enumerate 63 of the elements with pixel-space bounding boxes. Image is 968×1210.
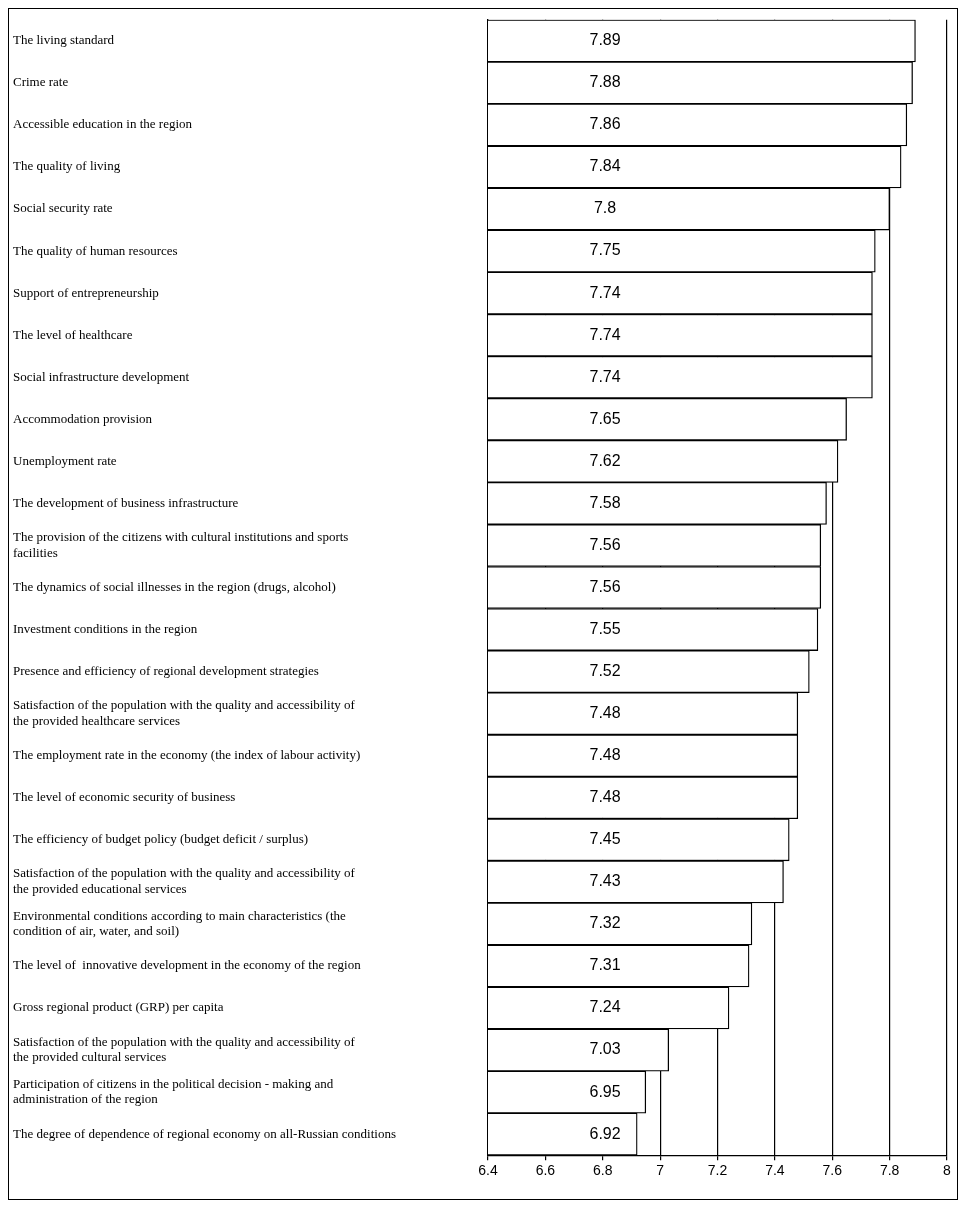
x-tick-label: 7 — [656, 1162, 665, 1179]
x-tick-label: 6.4 — [478, 1162, 498, 1179]
data-label: 7.56 — [589, 577, 621, 595]
y-tick-label: Investment conditions in the region — [13, 620, 198, 636]
y-tick-label: Accommodation provision — [13, 410, 153, 426]
x-tick-label: 7.2 — [707, 1162, 728, 1179]
y-tick-label: Support of entrepreneurship — [13, 284, 159, 300]
data-label: 7.62 — [589, 451, 621, 469]
y-tick-label: Accessible education in the region — [13, 116, 193, 132]
y-tick-label: Satisfaction of the population with the quality and accessibility of the provided healthcare services — [13, 697, 356, 728]
y-tick-label: The living standard — [13, 32, 115, 48]
y-tick-label: Social security rate — [13, 200, 113, 216]
data-label: 7.48 — [589, 788, 621, 806]
y-tick-label: Satisfaction of the population with the quality and accessibility of the provided educational services — [13, 865, 356, 897]
y-tick-label: The level of healthcare — [13, 326, 133, 342]
data-label: 7.8 — [593, 199, 617, 217]
data-label: 7.48 — [589, 704, 621, 722]
data-label: 7.48 — [589, 746, 621, 764]
x-tick-label: 7.8 — [879, 1162, 900, 1179]
y-tick-label: Gross regional product (GRP) per capita — [13, 999, 224, 1015]
data-label: 7.84 — [589, 157, 621, 175]
data-label: 7.65 — [589, 409, 621, 427]
data-label: 7.45 — [589, 830, 621, 848]
data-label: 7.56 — [589, 535, 621, 553]
x-tick-label: 6.8 — [593, 1162, 613, 1179]
y-tick-label: The efficiency of budget policy (budget deficit / surplus) — [13, 831, 309, 847]
data-label: 7.55 — [589, 619, 621, 637]
data-label: 7.24 — [589, 998, 621, 1016]
y-tick-label: Unemployment rate — [13, 452, 117, 468]
y-tick-label: The provision of the citizens with cultural institutions and sports facilities — [13, 529, 349, 560]
y-tick-label: The quality of living — [13, 158, 121, 174]
y-tick-label: Presence and efficiency of regional development strategies — [13, 663, 319, 679]
data-label: 6.92 — [589, 1124, 621, 1142]
data-label: 6.95 — [589, 1082, 621, 1100]
data-label: 7.43 — [589, 872, 621, 890]
y-tick-label: The dynamics of social illnesses in the region (drugs, alcohol) — [13, 578, 336, 594]
x-tick-label: 6.6 — [535, 1162, 556, 1179]
y-tick-label: The development of business infrastructure — [13, 494, 239, 510]
data-label: 7.52 — [589, 662, 621, 680]
data-label: 7.75 — [589, 241, 621, 259]
data-label: 7.74 — [589, 325, 621, 343]
x-tick-label: 8 — [943, 1162, 952, 1179]
x-tick-label: 7.6 — [822, 1162, 843, 1179]
y-tick-label: The degree of dependence of regional economy on all-Russian conditions — [13, 1125, 397, 1141]
y-tick-label: The quality of human resources — [13, 242, 178, 258]
x-tick-label: 7.4 — [765, 1162, 785, 1179]
y-tick-label: The level of economic security of business — [13, 789, 236, 805]
data-label: 7.32 — [589, 914, 621, 932]
y-tick-label: Satisfaction of the population with the quality and accessibility of the provided cultural services — [13, 1033, 356, 1065]
y-tick-label: Participation of citizens in the political decision - making and administration of the region — [13, 1075, 334, 1107]
data-label: 7.74 — [589, 367, 621, 385]
data-label: 7.58 — [589, 493, 621, 511]
data-label: 7.89 — [589, 31, 621, 49]
data-label: 7.31 — [589, 956, 621, 974]
y-tick-label: Crime rate — [13, 74, 69, 90]
y-tick-label: The level of innovative development in the economy of the region — [13, 957, 362, 973]
y-tick-label: Social infrastructure development — [13, 368, 190, 384]
data-label: 7.74 — [589, 283, 621, 301]
y-tick-label: Environmental conditions according to main characteristics (the condition of air, water, and soil) — [13, 907, 347, 939]
data-label: 7.88 — [589, 73, 621, 91]
data-label: 7.03 — [589, 1040, 621, 1058]
y-tick-label: The employment rate in the economy (the index of labour activity) — [13, 747, 361, 763]
data-label: 7.86 — [589, 115, 621, 133]
